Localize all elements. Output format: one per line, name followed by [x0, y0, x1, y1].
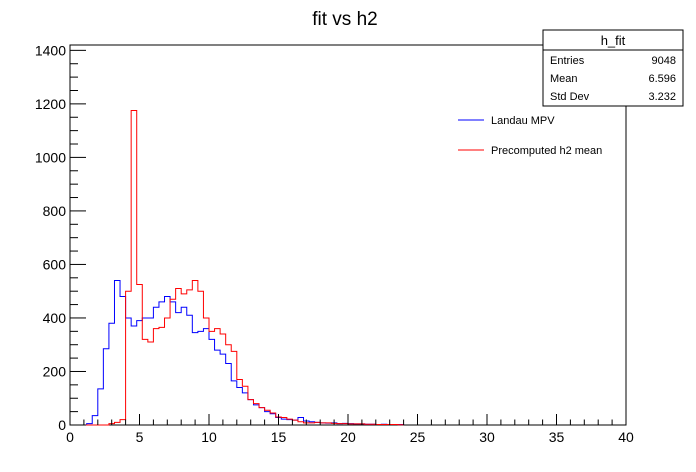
stats-value-entries: 9048 [652, 55, 676, 67]
legend-label-1: Landau MPV [491, 115, 555, 127]
x-tick-label: 10 [201, 429, 217, 445]
x-tick-label: 40 [618, 429, 634, 445]
x-tick-label: 20 [340, 429, 356, 445]
y-tick-label: 600 [43, 256, 67, 272]
x-tick-label: 30 [479, 429, 495, 445]
legend: Landau MPV Precomputed h2 mean [458, 115, 602, 157]
y-axis: 0 200 400 600 800 1000 1200 1400 [35, 42, 86, 433]
stats-label-mean: Mean [550, 73, 578, 85]
stats-box-title: h_fit [601, 33, 626, 48]
stats-value-mean: 6.596 [648, 73, 676, 85]
stats-box: h_fit Entries 9048 Mean 6.596 Std Dev 3.… [542, 29, 684, 107]
y-tick-label: 0 [58, 417, 66, 433]
y-tick-label: 1400 [35, 42, 66, 58]
x-tick-label: 35 [549, 429, 565, 445]
stats-label-stddev: Std Dev [550, 91, 590, 103]
series-line-2 [70, 110, 405, 426]
x-tick-label: 15 [271, 429, 287, 445]
chart-title: fit vs h2 [312, 9, 377, 30]
x-tick-label: 25 [410, 429, 426, 445]
stats-label-entries: Entries [550, 55, 585, 67]
stats-value-stddev: 3.232 [648, 91, 676, 103]
y-tick-label: 200 [43, 363, 67, 379]
legend-label-2: Precomputed h2 mean [491, 145, 602, 157]
x-axis: 0 5 10 15 20 25 30 35 40 [66, 414, 634, 445]
y-tick-label: 1200 [35, 96, 66, 112]
stats-box-frame [542, 29, 684, 107]
y-tick-label: 400 [43, 310, 67, 326]
y-tick-label: 1000 [35, 149, 66, 165]
series-layer [70, 110, 405, 426]
x-tick-label: 0 [66, 429, 74, 445]
y-tick-label: 800 [43, 203, 67, 219]
x-tick-label: 5 [136, 429, 144, 445]
